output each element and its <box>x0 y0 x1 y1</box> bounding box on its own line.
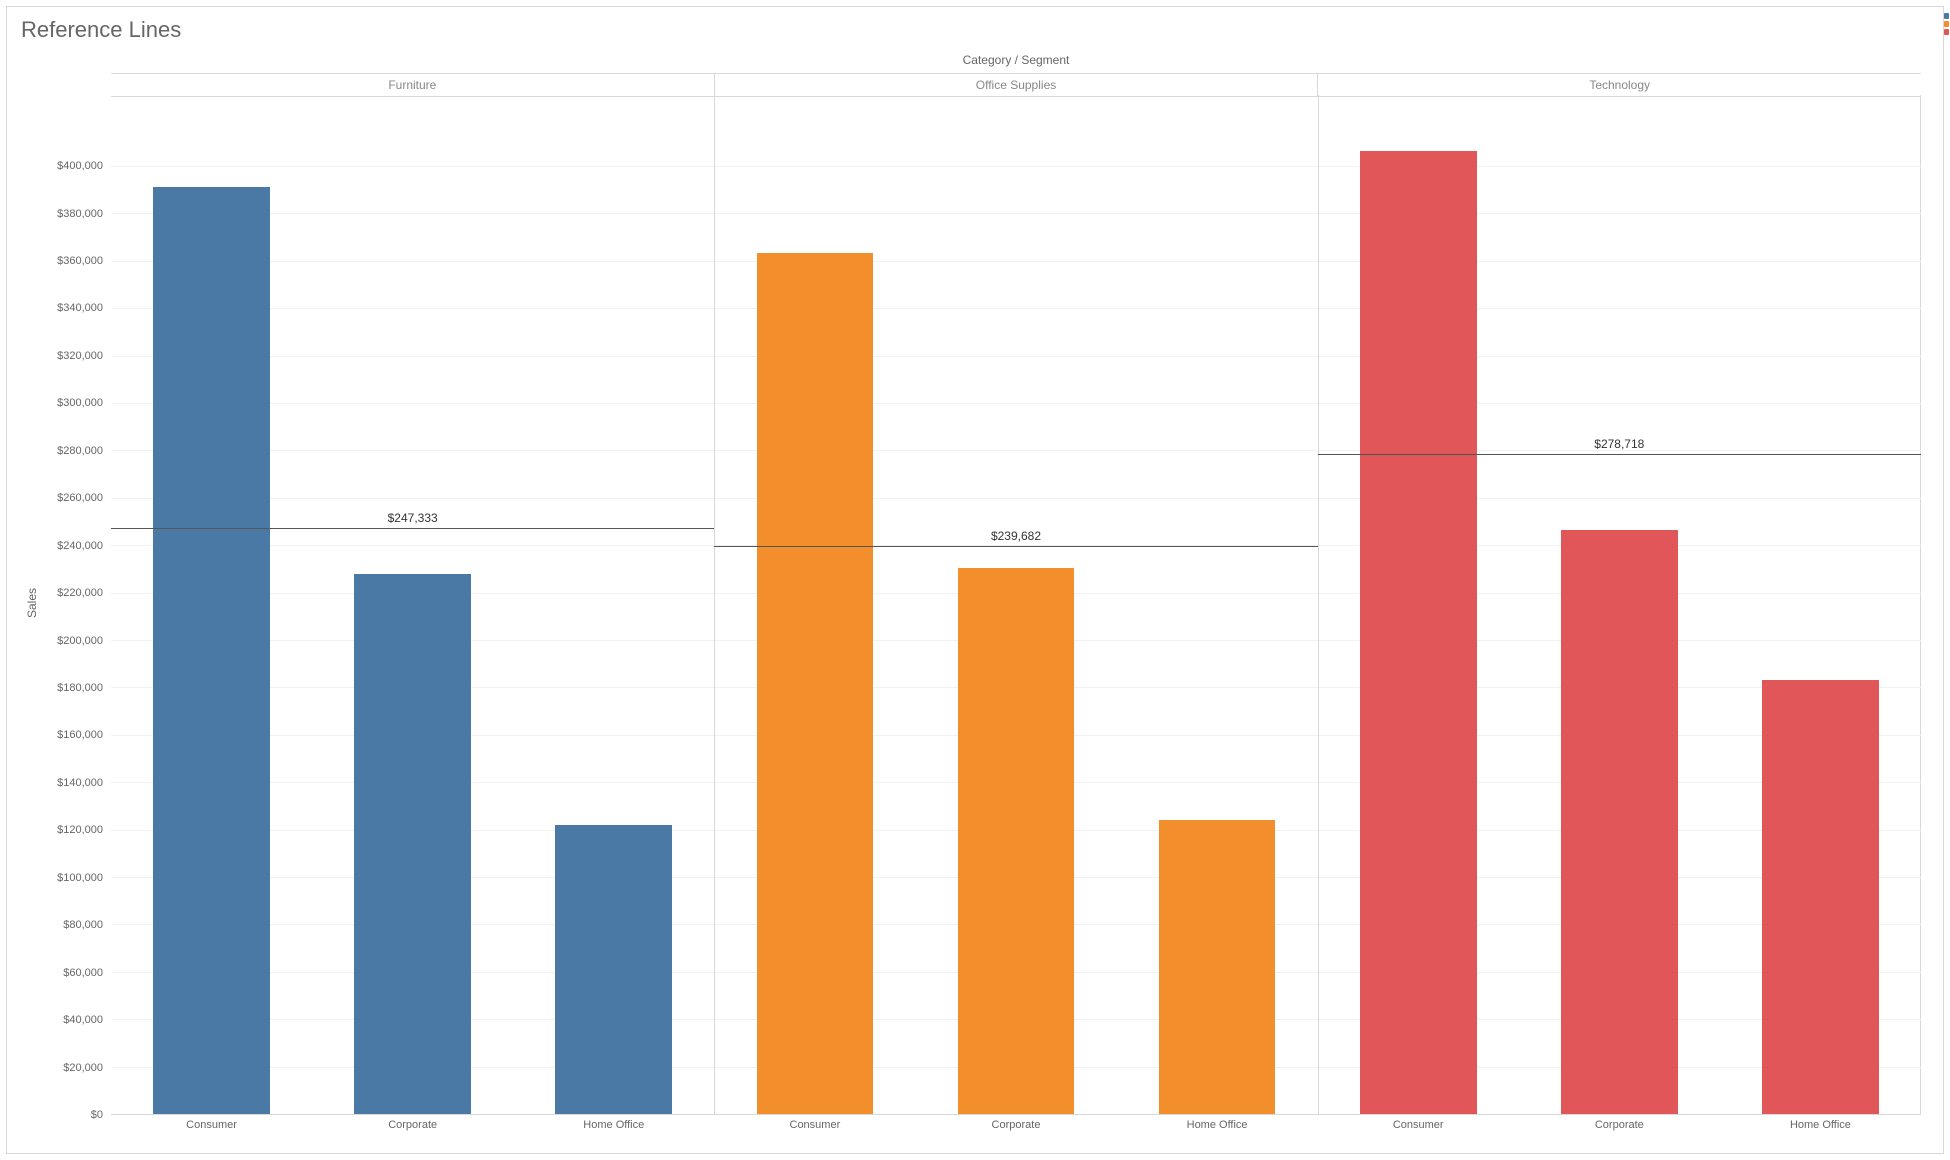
y-tick-label: $280,000 <box>57 445 103 457</box>
segment-label: Corporate <box>1519 1119 1720 1137</box>
chart-panel: $239,682 <box>714 95 1317 1114</box>
bar[interactable] <box>1360 151 1477 1114</box>
segment-label: Home Office <box>513 1119 714 1137</box>
y-tick-label: $220,000 <box>57 587 103 599</box>
y-tick-label: $340,000 <box>57 302 103 314</box>
y-tick-label: $180,000 <box>57 682 103 694</box>
y-tick-label: $100,000 <box>57 872 103 884</box>
x-label-panel: ConsumerCorporateHome Office <box>1318 1119 1921 1137</box>
y-tick-label: $360,000 <box>57 255 103 267</box>
y-axis-ticks: $0$20,000$40,000$60,000$80,000$100,000$1… <box>41 95 107 1115</box>
y-tick-label: $0 <box>91 1109 103 1121</box>
chart-area: Sales Category / Segment FurnitureOffice… <box>7 53 1945 1153</box>
chart-frame: Reference Lines Sales Category / Segment… <box>6 6 1944 1154</box>
y-tick-label: $320,000 <box>57 350 103 362</box>
bar[interactable] <box>757 253 874 1114</box>
chart-panel: $247,333 <box>111 95 714 1114</box>
x-axis-labels: ConsumerCorporateHome OfficeConsumerCorp… <box>111 1119 1921 1137</box>
y-tick-label: $40,000 <box>63 1014 103 1026</box>
segment-label: Corporate <box>915 1119 1116 1137</box>
bar[interactable] <box>958 568 1075 1114</box>
y-axis-title-container: Sales <box>25 53 39 1153</box>
chart-panel: $278,718 <box>1318 95 1921 1114</box>
y-tick-label: $300,000 <box>57 397 103 409</box>
y-axis-title: Sales <box>25 588 39 618</box>
x-label-panel: ConsumerCorporateHome Office <box>714 1119 1317 1137</box>
y-tick-label: $60,000 <box>63 967 103 979</box>
segment-label: Consumer <box>111 1119 312 1137</box>
bar[interactable] <box>1159 820 1276 1114</box>
chart-title: Reference Lines <box>21 17 181 43</box>
bar[interactable] <box>1762 680 1879 1114</box>
y-tick-label: $140,000 <box>57 777 103 789</box>
category-header-cell: Office Supplies <box>714 74 1318 96</box>
bar[interactable] <box>555 825 672 1114</box>
top-axis-title: Category / Segment <box>111 53 1921 71</box>
side-mark <box>1944 29 1949 35</box>
y-tick-label: $120,000 <box>57 824 103 836</box>
bar[interactable] <box>1561 530 1678 1114</box>
segment-label: Consumer <box>1318 1119 1519 1137</box>
bar[interactable] <box>354 574 471 1114</box>
bar[interactable] <box>153 187 270 1114</box>
y-tick-label: $380,000 <box>57 208 103 220</box>
side-mark <box>1944 21 1949 27</box>
category-header-row: FurnitureOffice SuppliesTechnology <box>111 73 1921 97</box>
side-color-marks <box>1944 13 1949 37</box>
x-label-panel: ConsumerCorporateHome Office <box>111 1119 714 1137</box>
category-header-cell: Technology <box>1317 74 1921 96</box>
plot-area[interactable]: $247,333$239,682$278,718 <box>111 95 1921 1115</box>
segment-label: Home Office <box>1720 1119 1921 1137</box>
segment-label: Consumer <box>714 1119 915 1137</box>
side-mark <box>1944 13 1949 19</box>
y-tick-label: $240,000 <box>57 540 103 552</box>
y-tick-label: $80,000 <box>63 919 103 931</box>
y-tick-label: $20,000 <box>63 1062 103 1074</box>
segment-label: Corporate <box>312 1119 513 1137</box>
segment-label: Home Office <box>1117 1119 1318 1137</box>
y-tick-label: $200,000 <box>57 635 103 647</box>
category-header-cell: Furniture <box>111 74 714 96</box>
y-tick-label: $160,000 <box>57 729 103 741</box>
y-tick-label: $260,000 <box>57 492 103 504</box>
y-tick-label: $400,000 <box>57 160 103 172</box>
